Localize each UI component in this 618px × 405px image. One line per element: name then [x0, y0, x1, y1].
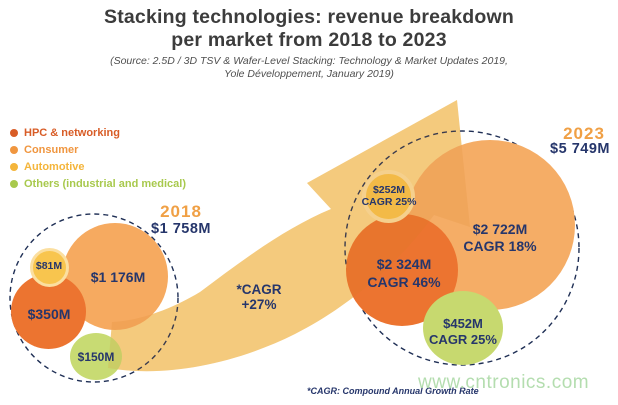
page-title-line2: per market from 2018 to 2023: [171, 29, 447, 51]
cagr-line: CAGR 25%: [361, 196, 417, 208]
cagr-footnote: *CAGR: Compound Annual Growth Rate: [307, 386, 479, 396]
source-subtitle-line2: Yole Développement, January 2019): [224, 68, 394, 80]
value-line: $2 324M: [376, 256, 432, 272]
legend-dot-icon: [10, 145, 18, 154]
year-label-2018: 2018: [160, 202, 202, 221]
overall-cagr-line2: +27%: [241, 297, 277, 312]
legend-dot-icon: [10, 128, 18, 137]
overall-cagr-label: *CAGR +27%: [236, 282, 281, 312]
value-label-consumer-2023: $2 722M CAGR 18%: [463, 221, 536, 255]
value-label-hpc-2018: $350M: [27, 306, 71, 322]
value-line: $252M: [372, 184, 406, 196]
legend-item-hpc: HPC & networking: [10, 124, 186, 141]
source-subtitle-line1: (Source: 2.5D / 3D TSV & Wafer-Level Sta…: [110, 55, 508, 67]
overall-cagr-line1: *CAGR: [236, 282, 282, 297]
value-label-automotive-2018: $81M: [35, 260, 63, 272]
legend-item-consumer: Consumer: [10, 141, 186, 158]
value-label-hpc-2023: $2 324M CAGR 46%: [367, 255, 440, 291]
value-line: $452M: [443, 316, 483, 331]
value-label-consumer-2018: $1 176M: [90, 269, 146, 285]
cagr-line: CAGR 18%: [463, 238, 537, 254]
total-label-2018: $1 758M: [151, 221, 211, 237]
total-label-2023: $5 749M: [550, 141, 610, 157]
value-line: $2 722M: [472, 221, 528, 237]
legend-dot-icon: [10, 179, 18, 188]
header: Stacking technologies: revenue breakdown…: [0, 6, 618, 81]
value-label-automotive-2023: $252M CAGR 25%: [362, 184, 417, 208]
cagr-line: CAGR 46%: [367, 274, 441, 290]
watermark-text: www.cntronics.com: [418, 372, 590, 393]
legend-dot-icon: [10, 162, 18, 171]
legend-label: Consumer: [24, 143, 79, 156]
value-label-others-2023: $452M CAGR 25%: [429, 316, 497, 348]
source-subtitle: (Source: 2.5D / 3D TSV & Wafer-Level Sta…: [0, 55, 618, 81]
value-label-others-2018: $150M: [77, 350, 115, 364]
legend-label: Automotive: [24, 160, 85, 173]
legend-label: HPC & networking: [24, 126, 120, 139]
page-title-line1: Stacking technologies: revenue breakdown: [103, 6, 515, 28]
cagr-line: CAGR 25%: [429, 332, 497, 347]
legend-item-automotive: Automotive: [10, 158, 186, 175]
